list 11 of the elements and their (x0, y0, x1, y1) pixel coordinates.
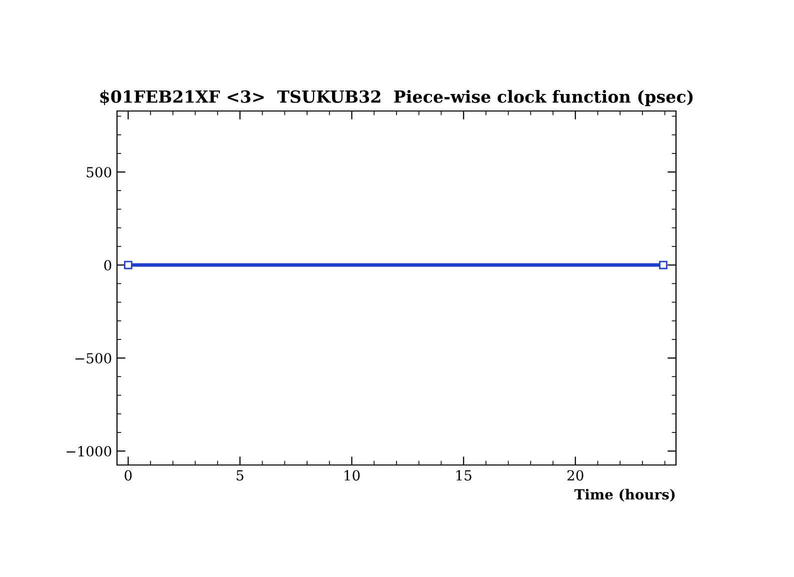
x-tick-label: 10 (344, 470, 360, 481)
y-tick-label: 500 (86, 166, 112, 178)
x-tick-label: 15 (456, 470, 472, 481)
y-tick-label: −1000 (66, 446, 112, 457)
y-tick-label: 0 (104, 260, 112, 270)
x-axis-title: Time (hours) (574, 488, 675, 502)
x-tick-label: 5 (236, 470, 244, 481)
y-tick-label: −500 (75, 353, 112, 364)
x-tick-label: 20 (567, 470, 584, 481)
x-tick-label: 0 (124, 470, 132, 481)
chart-title: $01FEB21XF <3> TSUKUB32 Piece-wise clock function (psec) (100, 90, 693, 106)
